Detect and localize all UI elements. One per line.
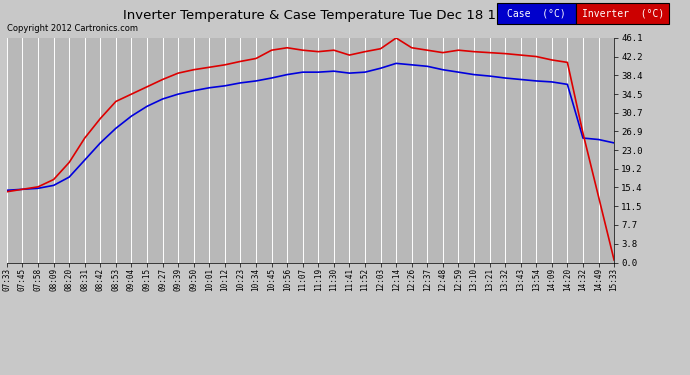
Text: Case  (°C): Case (°C) [507, 9, 566, 18]
Text: Copyright 2012 Cartronics.com: Copyright 2012 Cartronics.com [7, 24, 138, 33]
Text: Inverter Temperature & Case Temperature Tue Dec 18 15:33: Inverter Temperature & Case Temperature … [123, 9, 526, 22]
Text: Inverter  (°C): Inverter (°C) [582, 9, 664, 18]
